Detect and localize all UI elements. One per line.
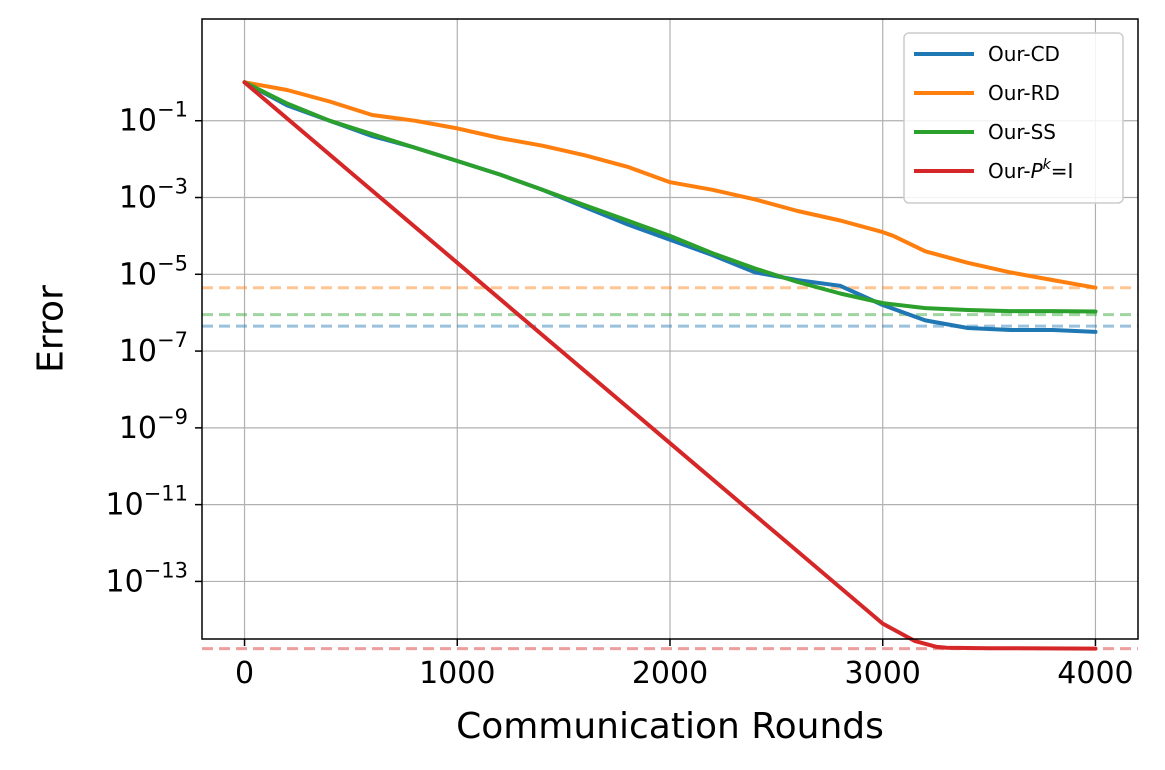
legend-label: Our-Pk=I [988,157,1073,183]
x-tick-label: 0 [235,656,254,691]
y-tick-label: 10−7 [119,328,188,369]
x-tick-label: 3000 [845,656,921,691]
y-tick-label: 10−5 [119,251,188,292]
x-tick-label: 4000 [1057,656,1133,691]
series-line [242,80,1098,290]
series-group [242,80,1098,651]
series-line [242,80,1098,314]
y-tick-label: 10−13 [105,558,188,599]
legend-label: Our-SS [988,120,1056,144]
y-tick-label: 10−3 [119,175,188,216]
ticks: 0 1000 2000 3000 4000 10−1 10−3 10−5 10−7 10−9 10−… [105,98,1133,691]
grid [202,19,1138,639]
legend-label: Our-CD [988,42,1060,66]
y-tick-label: 10−11 [105,482,188,523]
y-tick-label: 10−1 [119,98,188,139]
series-line [242,80,1098,651]
reference-lines [202,286,1138,651]
x-tick-label: 2000 [632,656,708,691]
x-axis-title: Communication Rounds [456,706,884,747]
x-tick-label: 1000 [419,656,495,691]
legend-label: Our-RD [988,81,1060,105]
y-tick-label: 10−9 [119,405,188,446]
legend-box [903,32,1124,204]
y-axis-title: Error [31,285,72,373]
legend: Our-CD Our-RD Our-SS Our-Pk=I [903,32,1124,204]
